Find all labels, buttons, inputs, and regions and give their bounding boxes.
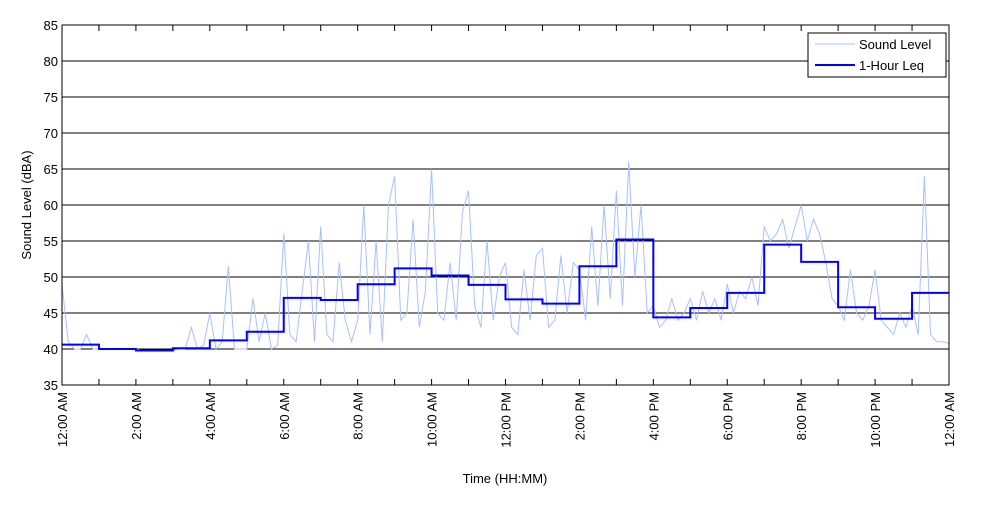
x-tick-label: 12:00 AM — [942, 392, 957, 447]
y-axis-label: Sound Level (dBA) — [19, 150, 34, 259]
x-tick-label: 4:00 AM — [203, 392, 218, 440]
x-tick-label: 8:00 PM — [794, 392, 809, 440]
x-tick-label: 12:00 AM — [55, 392, 70, 447]
y-tick-label: 45 — [44, 306, 58, 321]
x-tick-label: 8:00 AM — [351, 392, 366, 440]
x-tick-label: 2:00 PM — [572, 392, 587, 440]
x-tick-label: 4:00 PM — [646, 392, 661, 440]
x-tick-label: 10:00 AM — [425, 392, 440, 447]
y-tick-label: 75 — [44, 90, 58, 105]
y-tick-label: 60 — [44, 198, 58, 213]
y-tick-label: 35 — [44, 378, 58, 393]
legend-box — [807, 32, 947, 78]
y-tick-label: 40 — [44, 342, 58, 357]
leq-line — [62, 238, 949, 352]
x-tick-label: 2:00 AM — [129, 392, 144, 440]
x-axis-label: Time (HH:MM) — [463, 471, 548, 486]
sound-level-line — [61, 161, 950, 351]
y-tick-label: 65 — [44, 162, 58, 177]
y-tick-label: 50 — [44, 270, 58, 285]
x-tick-label: 6:00 AM — [277, 392, 292, 440]
legend-label-leq: 1-Hour Leq — [859, 58, 924, 73]
y-tick-label: 80 — [44, 54, 58, 69]
y-tick-label: 55 — [44, 234, 58, 249]
x-tick-label: 6:00 PM — [720, 392, 735, 440]
x-tick-label: 12:00 PM — [499, 392, 514, 448]
legend: Sound Level 1-Hour Leq — [807, 32, 947, 78]
legend-label-sound-level: Sound Level — [859, 37, 931, 52]
x-tick-label: 10:00 PM — [868, 392, 883, 448]
y-tick-label: 70 — [44, 126, 58, 141]
y-tick-label: 85 — [44, 18, 58, 33]
